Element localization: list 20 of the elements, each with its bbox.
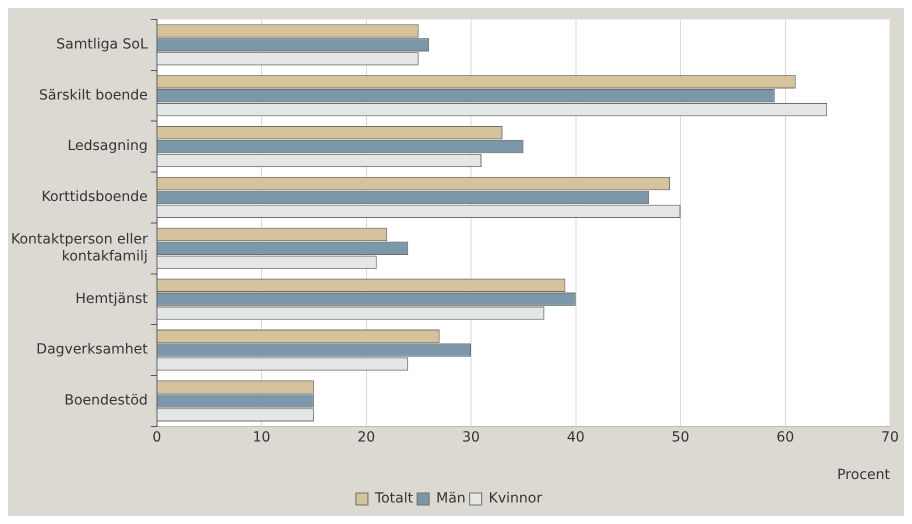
y-tick-label: Samtliga SoL (56, 36, 148, 52)
x-tick-label: 70 (881, 429, 899, 446)
y-tick-label: Ledsagning (67, 138, 148, 154)
x-tick-label: 50 (672, 429, 690, 446)
x-tick-label: 10 (252, 429, 270, 446)
x-tick-label: 30 (462, 429, 480, 446)
x-tick-label: 60 (776, 429, 794, 446)
y-tick-label: Hemtjänst (75, 290, 148, 307)
x-tick-label: 0 (152, 429, 162, 446)
y-tick-label: Särskilt boende (39, 87, 148, 104)
legend-label: Totalt (374, 490, 414, 507)
y-tick-label: Dagverksamhet (36, 342, 148, 358)
x-tick-label: 40 (566, 429, 585, 446)
legend-label: Kvinnor (488, 490, 542, 507)
x-axis-title: Procent (837, 467, 891, 484)
legend-label: Män (436, 490, 466, 507)
x-tick-label: 20 (357, 429, 376, 446)
y-tick-label: Korttidsboende (41, 189, 148, 206)
y-tick-label: Kontaktperson eller kontakfamilj (10, 232, 148, 264)
y-tick-label: Boendestöd (64, 392, 148, 409)
